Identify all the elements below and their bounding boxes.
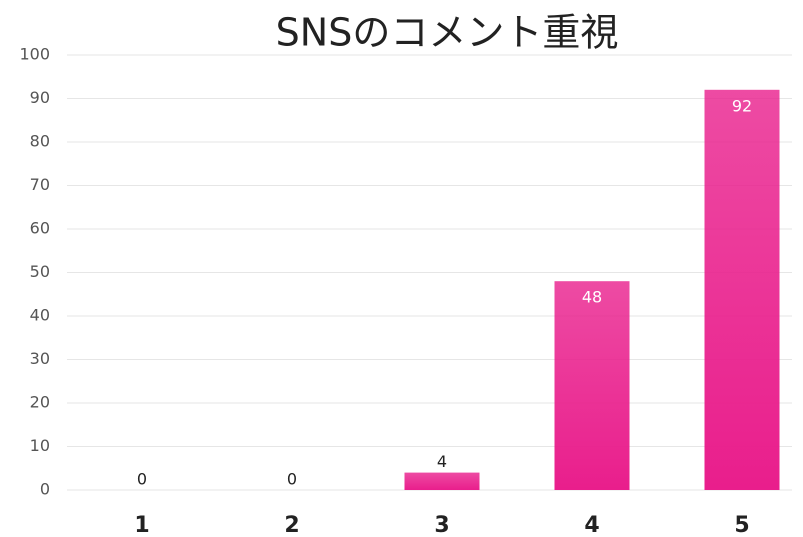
x-tick-label: 5: [734, 513, 749, 537]
y-tick-label: 80: [30, 132, 50, 151]
y-tick-label: 30: [30, 349, 50, 368]
x-tick-label: 3: [434, 513, 449, 537]
x-tick-label: 2: [284, 513, 299, 537]
y-tick-label: 0: [40, 480, 50, 499]
y-tick-label: 20: [30, 393, 50, 412]
y-tick-label: 70: [30, 175, 50, 194]
y-tick-label: 60: [30, 219, 50, 238]
bar: [704, 89, 780, 491]
value-label: 92: [732, 96, 752, 115]
value-label: 48: [582, 288, 602, 307]
y-tick-label: 50: [30, 262, 50, 281]
value-label: 0: [137, 470, 147, 489]
chart-title: SNSのコメント重視: [276, 11, 619, 55]
bar: [404, 472, 480, 490]
y-tick-label: 90: [30, 88, 50, 107]
y-tick-label: 10: [30, 436, 50, 455]
x-tick-label: 4: [584, 513, 599, 537]
value-label: 0: [287, 470, 297, 489]
value-label: 4: [437, 452, 447, 471]
bar: [554, 281, 630, 490]
x-tick-label: 1: [134, 513, 149, 537]
y-tick-label: 100: [19, 45, 50, 64]
y-tick-label: 40: [30, 306, 50, 325]
